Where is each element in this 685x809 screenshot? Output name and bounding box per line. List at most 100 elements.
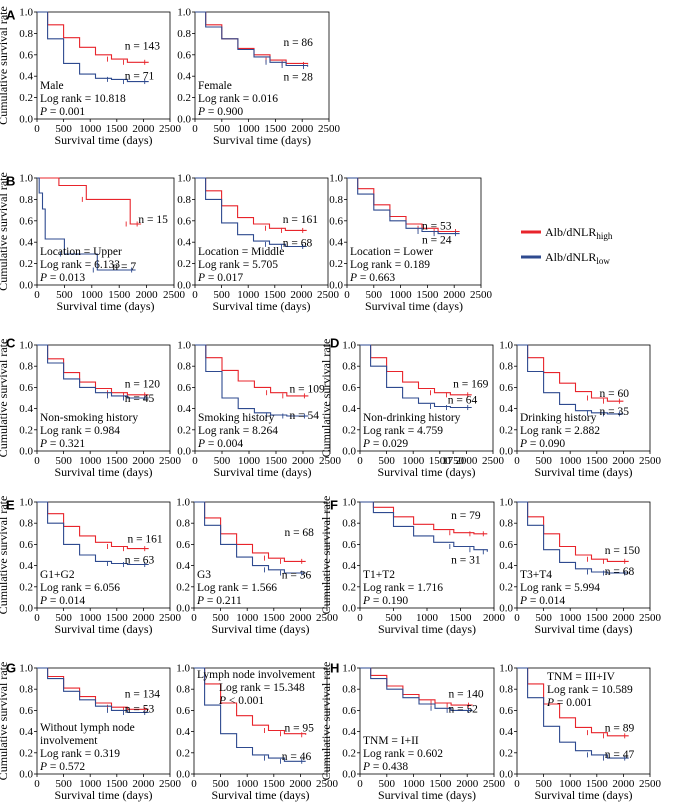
y-axis-label: Cumulative survival rate — [319, 339, 333, 458]
p-value: = 0.663 — [357, 272, 395, 284]
x-tick-label: 0 — [357, 612, 363, 624]
legend-sub: high — [596, 231, 613, 241]
p-value: = 0.001 — [554, 697, 592, 709]
y-tick-label: 0.4 — [342, 726, 356, 738]
y-tick-label: 0.8 — [19, 684, 33, 696]
p-symbol: P — [519, 438, 527, 450]
survival-curve-high — [360, 344, 472, 396]
panel-label: C — [6, 336, 16, 351]
n-label-low: n = 52 — [448, 704, 478, 716]
y-tick-label: 0.2 — [177, 424, 191, 436]
y-tick-label: 0.0 — [342, 446, 356, 458]
y-tick-label: 0.8 — [342, 684, 356, 696]
x-tick-label: 1500 — [264, 289, 287, 301]
survival-curve-high — [37, 344, 149, 396]
legend-label: Alb/dNLRhigh — [545, 225, 613, 241]
x-tick-label: 1500 — [416, 289, 439, 301]
x-tick-label: 1500 — [263, 612, 286, 624]
y-tick-label: 0.8 — [499, 518, 513, 530]
y-tick-label: 0.8 — [499, 684, 513, 696]
annotation-line: P = 0.014 — [39, 595, 85, 607]
y-tick-label: 0.6 — [499, 382, 513, 394]
x-tick-label: 500 — [56, 289, 73, 301]
n-label-low: n = 68 — [605, 566, 635, 578]
annotation-line: P = 0.029 — [362, 438, 408, 450]
n-label-low: n = 64 — [448, 394, 478, 406]
annotation-line: Location = Lower — [350, 246, 433, 258]
x-tick-label: 500 — [213, 289, 230, 301]
survival-curve-high — [194, 501, 306, 562]
survival-curve-low — [194, 667, 306, 762]
survival-curve-low — [37, 11, 149, 83]
p-value: = 0.438 — [370, 761, 408, 773]
survival-curve-high — [517, 501, 629, 562]
n-label-high: n = 161 — [283, 214, 318, 226]
survival-curve-low — [517, 667, 629, 759]
x-tick-label: 1500 — [450, 612, 473, 624]
annotation-line: Log rank = 0.602 — [363, 748, 443, 760]
y-tick-label: 0.0 — [176, 603, 190, 615]
km-panel-b3: 0.00.20.40.60.81.00 500 1000 1500 2000 2500Su… — [329, 173, 492, 314]
x-tick-label: 2500 — [319, 455, 342, 467]
p-value: = 0.572 — [47, 761, 85, 773]
y-tick-label: 0.6 — [19, 705, 33, 717]
y-tick-label: 0.6 — [176, 539, 190, 551]
y-tick-label: 0.6 — [177, 49, 191, 61]
p-value: = 0.321 — [47, 438, 85, 450]
x-tick-label: 500 — [55, 778, 72, 790]
y-tick-label: 0.2 — [329, 258, 343, 270]
x-tick-label: 2000 — [132, 778, 155, 790]
survival-curve-low — [360, 501, 488, 552]
x-axis-label: Survival time (days) — [55, 133, 153, 147]
x-tick-label: 0 — [514, 612, 520, 624]
panel-label: B — [6, 174, 15, 189]
p-value: = 0.014 — [47, 595, 85, 607]
panel-label: E — [6, 498, 15, 513]
x-tick-label: 1000 — [79, 778, 102, 790]
x-tick-label: 1000 — [403, 778, 426, 790]
p-symbol: P — [362, 438, 370, 450]
y-axis-label: Cumulative survival rate — [319, 496, 333, 615]
p-symbol: P — [519, 595, 527, 607]
n-label-low: n = 35 — [599, 406, 629, 418]
x-tick-label: 0 — [34, 612, 40, 624]
annotation-line: P = 0.663 — [349, 272, 395, 284]
panel-label: G — [6, 661, 16, 676]
annotation-line: Non-drinking history — [363, 412, 461, 424]
annotation-line: P = 0.900 — [197, 106, 243, 118]
km-panel-c1: C 0.0 0.2 0.4 0.6 0.8 1.0 0 500 1000 1500 2000 2500 S… — [0, 336, 182, 479]
n-label-low: n = 54 — [290, 410, 320, 422]
y-tick-label: 0.2 — [19, 747, 33, 759]
plot-frame — [194, 177, 329, 286]
x-axis-label: Survival time (days) — [55, 465, 153, 479]
y-tick-label: 0.4 — [19, 726, 33, 738]
n-label-high: n = 109 — [290, 384, 325, 396]
survival-curve-low — [194, 501, 306, 574]
x-tick-label: 500 — [535, 612, 552, 624]
plot-frame — [516, 344, 651, 452]
p-value: = 0.190 — [370, 595, 408, 607]
plot-frame — [36, 177, 175, 286]
km-panel-d2: 0.0 0.2 0.4 0.6 0.8 1.0 0 500 1000 1500 2000 2500 Su… — [499, 340, 661, 480]
plot-frame — [36, 344, 171, 452]
p-symbol: P — [39, 438, 47, 450]
n-label-high: n = 120 — [125, 378, 160, 390]
survival-curve-high — [37, 501, 149, 550]
y-tick-label: 0.8 — [342, 361, 356, 373]
x-tick-label: 1000 — [237, 289, 260, 301]
y-tick-label: 1.0 — [19, 340, 33, 352]
survival-curve-low — [347, 177, 460, 235]
annotation-line: Location = Upper — [40, 246, 122, 258]
annotation-line: P = 0.004 — [197, 438, 243, 450]
x-tick-label: 500 — [379, 778, 396, 790]
x-tick-label: 500 — [55, 455, 72, 467]
x-tick-label: 1500 — [429, 778, 452, 790]
annotation-line: Drinking history — [520, 412, 597, 424]
x-tick-label: 1000 — [236, 612, 259, 624]
annotation-line: P = 0.013 — [39, 272, 85, 284]
x-tick-label: 2000 — [290, 289, 313, 301]
y-tick-label: 0.6 — [19, 49, 33, 61]
y-tick-label: 1.0 — [19, 497, 33, 509]
